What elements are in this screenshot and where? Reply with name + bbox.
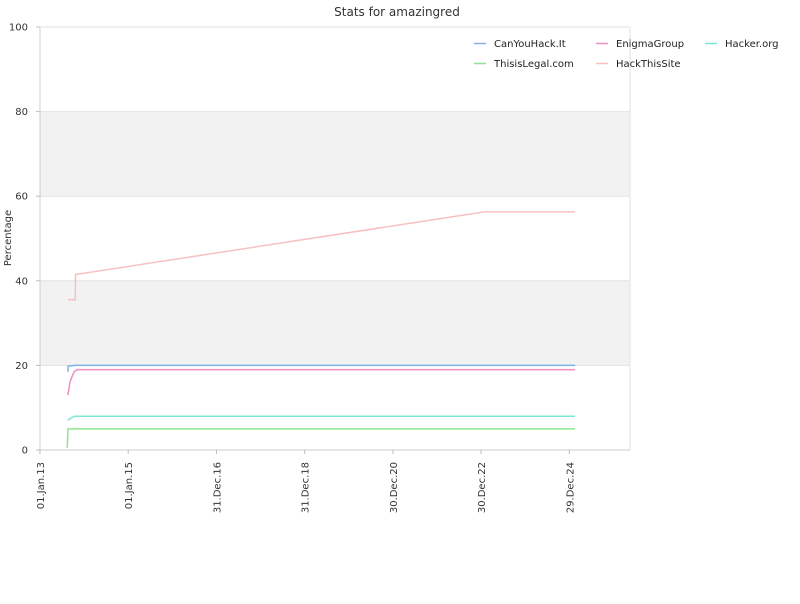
series-line	[67, 368, 576, 396]
series-line	[67, 211, 576, 301]
x-tick-label: 30.Dec.22	[477, 462, 488, 513]
y-tick-label: 40	[15, 276, 28, 287]
legend-label: HackThisSite	[616, 59, 681, 70]
series-lines	[66, 211, 576, 448]
legend-label: CanYouHack.It	[494, 39, 566, 50]
x-tick-label: 01.Jan.13	[36, 462, 47, 509]
y-tick-label: 0	[22, 446, 28, 457]
series-line	[66, 428, 576, 448]
y-tick-label: 100	[9, 23, 28, 34]
grid-bands	[40, 111, 630, 366]
x-tick-label: 31.Dec.18	[301, 462, 312, 513]
x-tick-label: 31.Dec.16	[212, 462, 223, 513]
legend-label: Hacker.org	[725, 39, 779, 50]
y-tick-label: 20	[15, 361, 28, 372]
y-tick-label: 80	[15, 107, 28, 118]
chart-title: Stats for amazingred	[334, 5, 460, 19]
x-tick-label: 29.Dec.24	[565, 462, 576, 513]
grid-band	[40, 111, 630, 197]
series-line	[67, 364, 576, 372]
x-tick-label: 01.Jan.15	[124, 462, 135, 509]
legend-label: ThisisLegal.com	[493, 59, 574, 70]
grid-lines	[40, 26, 630, 451]
x-axis-ticks: 01.Jan.13 01.Jan.15 31.Dec.16 31.Dec.18 30.D…	[36, 450, 576, 513]
y-axis-ticks: 0 20 40 60 80 100	[9, 23, 40, 457]
grid-band	[40, 280, 630, 366]
axes	[39, 26, 631, 451]
y-tick-label: 60	[15, 192, 28, 203]
y-axis-label: Percentage	[3, 210, 14, 266]
legend: CanYouHack.It EnigmaGroup Hacker.org Thisis…	[474, 39, 779, 70]
legend-label: EnigmaGroup	[616, 39, 684, 50]
series-line	[67, 415, 576, 421]
x-tick-label: 30.Dec.20	[389, 462, 400, 513]
